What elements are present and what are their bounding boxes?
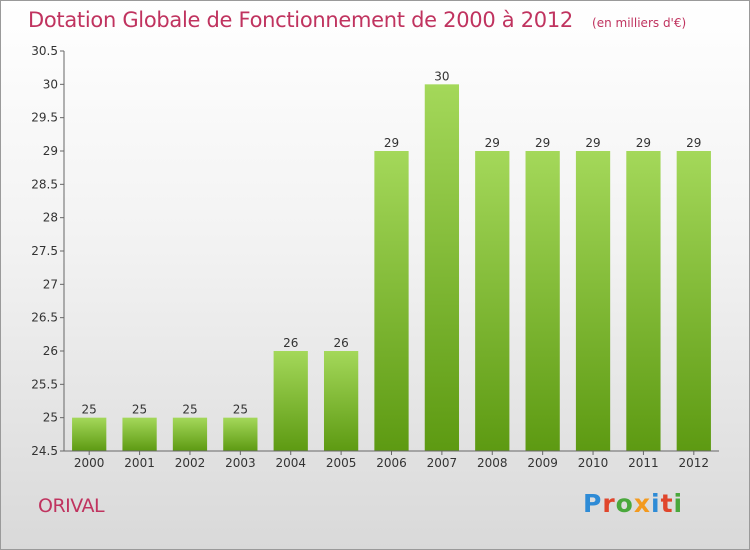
x-tick-label-2000: 2000 [74, 456, 105, 470]
x-tick-label-2002: 2002 [175, 456, 206, 470]
x-tick-label-2005: 2005 [326, 456, 357, 470]
data-label-2008: 29 [485, 136, 500, 150]
x-tick-label-2006: 2006 [376, 456, 407, 470]
proxiti-logo[interactable]: Proxiti [583, 489, 683, 518]
data-label-2007: 30 [434, 69, 449, 83]
y-tick-label: 29.5 [31, 111, 58, 125]
bar-2010 [575, 151, 611, 451]
y-tick-label: 25.5 [31, 377, 58, 391]
y-tick-label: 27 [43, 277, 58, 291]
data-label-2005: 26 [333, 336, 348, 350]
bar-2007 [424, 84, 460, 451]
x-tick-label-2001: 2001 [124, 456, 155, 470]
bar-2004 [273, 351, 308, 451]
bar-2003 [223, 417, 258, 451]
y-axis: 24.5 25 25.5 26 26.5 27 27.5 28 28.5 29 29.5 30 30.5 [31, 44, 65, 458]
y-tick-label: 29 [43, 144, 58, 158]
y-tick-label: 26 [43, 344, 58, 358]
logo-letter: P [583, 489, 603, 518]
bar-2011 [626, 151, 661, 451]
y-tick-label: 28 [43, 211, 58, 225]
data-label-2010: 29 [585, 136, 600, 150]
y-tick-label: 27.5 [31, 244, 58, 258]
bar-2000 [72, 417, 107, 451]
y-tick-label: 28.5 [31, 177, 58, 191]
y-tick-label: 30 [43, 77, 58, 91]
x-axis: 2000 2001 2002 2003 2004 2005 2006 2007 2008 2009… [64, 450, 719, 470]
logo-letter: t [660, 489, 674, 518]
x-tick-label-2003: 2003 [225, 456, 256, 470]
logo-letter: i [673, 489, 684, 518]
chart-subtitle: (en milliers d'€) [592, 16, 687, 30]
y-tick-label: 30.5 [31, 44, 58, 58]
bar-2009 [525, 151, 560, 451]
data-label-2004: 26 [283, 336, 298, 350]
data-label-2006: 29 [384, 136, 399, 150]
y-tick-label: 24.5 [31, 444, 58, 458]
data-label-2002: 25 [182, 403, 197, 417]
data-label-2000: 25 [82, 403, 97, 417]
data-label-2012: 29 [686, 136, 701, 150]
bar-2008 [475, 151, 510, 451]
y-tick-label: 26.5 [31, 311, 58, 325]
bar-2005 [323, 351, 359, 451]
data-label-2001: 25 [132, 403, 147, 417]
x-tick-label-2009: 2009 [527, 456, 558, 470]
chart-title: Dotation Globale de Fonctionnement de 20… [28, 8, 573, 32]
x-tick-label-2011: 2011 [628, 456, 659, 470]
data-label-2009: 29 [535, 136, 550, 150]
y-tick-label: 25 [43, 411, 58, 425]
data-label-2011: 29 [636, 136, 651, 150]
title-row: Dotation Globale de Fonctionnement de 20… [28, 8, 686, 32]
x-tick-label-2010: 2010 [578, 456, 609, 470]
logo-letter: o [615, 489, 634, 518]
bar-2001 [122, 417, 157, 451]
logo-letter: i [651, 489, 661, 518]
x-tick-label-2007: 2007 [427, 456, 458, 470]
logo-letter: r [602, 489, 616, 518]
x-tick-label-2004: 2004 [275, 456, 306, 470]
x-tick-label-2008: 2008 [477, 456, 508, 470]
bar-2012 [676, 151, 711, 451]
data-label-2003: 25 [233, 403, 248, 417]
logo-letter: x [633, 489, 651, 518]
bars: 25 25 25 25 26 26 29 30 29 29 29 29 29 [72, 69, 711, 451]
bar-2002 [172, 417, 208, 451]
x-tick-label-2012: 2012 [679, 456, 710, 470]
bar-2006 [374, 151, 409, 451]
commune-name: ORIVAL [38, 495, 105, 517]
